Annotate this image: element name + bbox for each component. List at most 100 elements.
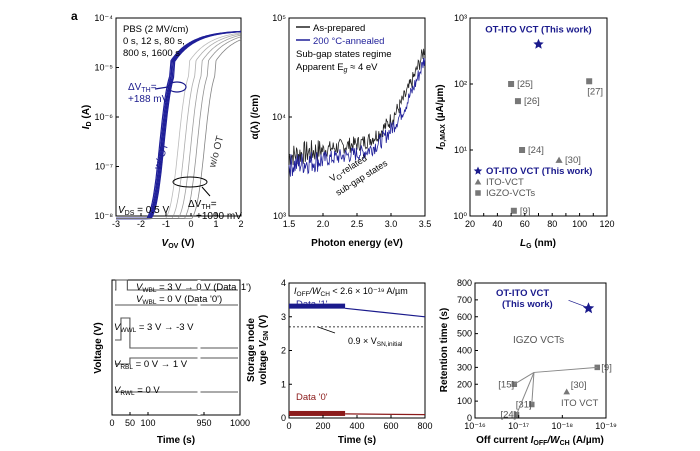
p6-ot-label-2: (This work)	[502, 299, 553, 310]
p1-x-tick-label: -1	[162, 219, 170, 229]
p1-curves	[116, 30, 242, 220]
p3-point-label: [26]	[524, 96, 540, 107]
p3-legend-marker	[475, 190, 481, 196]
p3-y-tick-label: 10²	[454, 79, 467, 89]
p1-yticks: 10⁻⁸ 10⁻⁷ 10⁻⁶ 10⁻⁵ 10⁻⁴	[94, 13, 119, 221]
p3-point-marker	[508, 81, 515, 87]
panel-absorption: 1.5 2.0 2.5 3.0 3.5 10³ 10⁴ 10⁵ Photon energy …	[250, 13, 431, 249]
p5-x-tick-label: 200	[315, 421, 330, 431]
p1-xticks: -3 -2 -1 0 1 2	[112, 213, 244, 229]
p6-connector	[516, 372, 535, 415]
p6-y-tick-label: 400	[457, 346, 472, 356]
p3-point-marker	[586, 78, 593, 85]
p5-threshold-arrow	[317, 326, 336, 334]
p6-connector	[533, 366, 598, 373]
p5-header: IOFF/WCH < 2.6 × 10⁻¹⁹ A/µm	[294, 286, 408, 298]
p5-series-2-label: Data '0'	[296, 392, 328, 403]
p1-dvth-top-val: +188 mV	[128, 94, 169, 105]
p1-x-tick-label: -3	[112, 219, 120, 229]
p2-curves	[288, 48, 426, 177]
p5-curves	[289, 303, 426, 416]
p5-xticks: 0 200 400 600 800	[286, 415, 433, 431]
p1-y-tick-label: 10⁻⁷	[95, 162, 113, 172]
p6-y-tick-label: 300	[457, 362, 472, 372]
p1-x-tick-label: 0	[188, 219, 193, 229]
p3-x-tick-label: 100	[572, 219, 587, 229]
p4-x-tick-label: 0	[109, 418, 114, 428]
p2-eg-label: Apparent Eg ≈ 4 eV	[296, 62, 378, 74]
p5-y-tick-label: 0	[281, 413, 286, 423]
p2-xlabel: Photon energy (eV)	[311, 238, 403, 249]
p2-y-tick-label: 10⁵	[272, 13, 286, 23]
p1-vds-label: VDS = 0.5 V	[118, 205, 169, 217]
p1-legend-line1: PBS (2 MV/cm)	[123, 24, 188, 35]
p5-yticks: 0 1 2 3 4	[281, 278, 292, 423]
p5-y-tick-label: 1	[281, 379, 286, 389]
p3-legend-marker	[474, 178, 482, 185]
p6-ylabel: Retention time (s)	[439, 308, 450, 392]
p1-curve-w-ot	[116, 31, 242, 220]
p1-curve-wo-ot	[116, 34, 242, 219]
p2-legend-1: As-prepared	[313, 23, 365, 34]
p3-xticks: 20 40 60 80 100 120	[465, 213, 615, 229]
p6-x-tick-label: 10⁻¹⁸	[552, 421, 574, 431]
p6-point-label: [24]	[500, 410, 516, 421]
p5-threshold-label: 0.9 × VSN,initial	[348, 336, 403, 348]
p3-point-marker	[533, 38, 544, 49]
p3-point-label: OT-ITO VCT (This work)	[485, 24, 591, 35]
p4-labels: VWBL = 3 V → 0 V (Data '1')VWBL = 0 V (D…	[114, 282, 251, 397]
p6-y-tick-label: 200	[457, 379, 472, 389]
p3-ylabel: ID,MAX (µA/µm)	[435, 84, 447, 149]
p3-x-tick-label: 80	[547, 219, 557, 229]
p6-xlabel: Off current IOFF/WCH (A/µm)	[476, 435, 604, 447]
p4-ylabel: Voltage (V)	[93, 322, 104, 373]
p5-series-band	[289, 410, 346, 416]
p4-signal-label: VRBL = 0 V → 1 V	[114, 359, 188, 371]
p3-y-tick-label: 10⁰	[453, 211, 467, 221]
p3-legend-label: OT-ITO VCT (This work)	[486, 166, 592, 177]
p3-legend-marker	[473, 166, 483, 175]
p5-y-tick-label: 4	[281, 278, 286, 288]
p6-point-label: [30]	[571, 380, 587, 391]
p2-curve-as-prepared	[288, 48, 426, 165]
p1-y-tick-label: 10⁻⁸	[94, 211, 113, 221]
p1-y-tick-label: 10⁻⁶	[95, 112, 114, 122]
p6-point-marker	[563, 388, 570, 395]
p3-point-label: [24]	[528, 145, 544, 156]
p1-curve-wo-ot	[116, 33, 242, 219]
p5-series-1-label: Data '1'	[296, 299, 328, 310]
p2-x-tick-label: 2.5	[351, 219, 364, 229]
p1-arrow-bottom	[201, 186, 211, 197]
p3-points: OT-ITO VCT (This work) [25] [26] [27] [24] [3…	[485, 24, 603, 217]
p6-y-tick-label: 800	[457, 278, 472, 288]
p6-connector	[531, 372, 535, 405]
p6-x-tick-label: 10⁻¹⁶	[464, 421, 486, 431]
p4-x-tick-label: 100	[140, 418, 155, 428]
p3-point-marker	[510, 207, 517, 214]
p6-point-label: [9]	[601, 362, 612, 373]
p1-w-ot-label: w/ OT	[152, 142, 171, 172]
p2-xticks: 1.5 2.0 2.5 3.0 3.5	[283, 213, 431, 229]
panel-label: a	[71, 9, 78, 23]
p6-xticks: 10⁻¹⁶ 10⁻¹⁷ 10⁻¹⁸ 10⁻¹⁹	[464, 415, 617, 431]
p3-legend-label: IGZO-VCTs	[486, 188, 535, 199]
p1-x-tick-label: -2	[137, 219, 145, 229]
p3-point-label: [30]	[565, 155, 581, 166]
p4-signal-label: VRWL = 0 V	[114, 385, 160, 397]
p1-y-tick-label: 10⁻⁴	[94, 13, 113, 23]
p1-curve-w-ot	[116, 30, 242, 220]
p3-legend-label: ITO-VCT	[486, 177, 524, 188]
p2-x-tick-label: 3.0	[385, 219, 398, 229]
p1-ellipse-bottom	[172, 176, 208, 188]
p1-legend-line3: 800 s, 1600 s	[123, 48, 180, 59]
p6-ito-label: ITO VCT	[561, 398, 598, 409]
p3-point-label: [25]	[517, 79, 533, 90]
p2-ylabel: α(λ) (/cm)	[250, 94, 261, 139]
panel-benchmark-current: OT-ITO VCT (This work) [25] [26] [27] [24] [3…	[435, 13, 615, 250]
p3-y-tick-label: 10³	[454, 13, 467, 23]
p3-point-marker	[514, 98, 521, 105]
p2-x-tick-label: 2.0	[317, 219, 330, 229]
p4-waveform	[115, 317, 238, 349]
p1-dvth-bottom-val: +1090 mV	[196, 211, 242, 222]
